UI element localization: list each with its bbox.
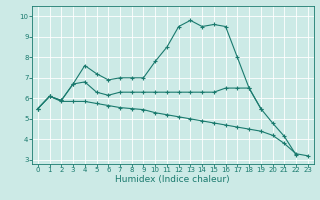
X-axis label: Humidex (Indice chaleur): Humidex (Indice chaleur) xyxy=(116,175,230,184)
